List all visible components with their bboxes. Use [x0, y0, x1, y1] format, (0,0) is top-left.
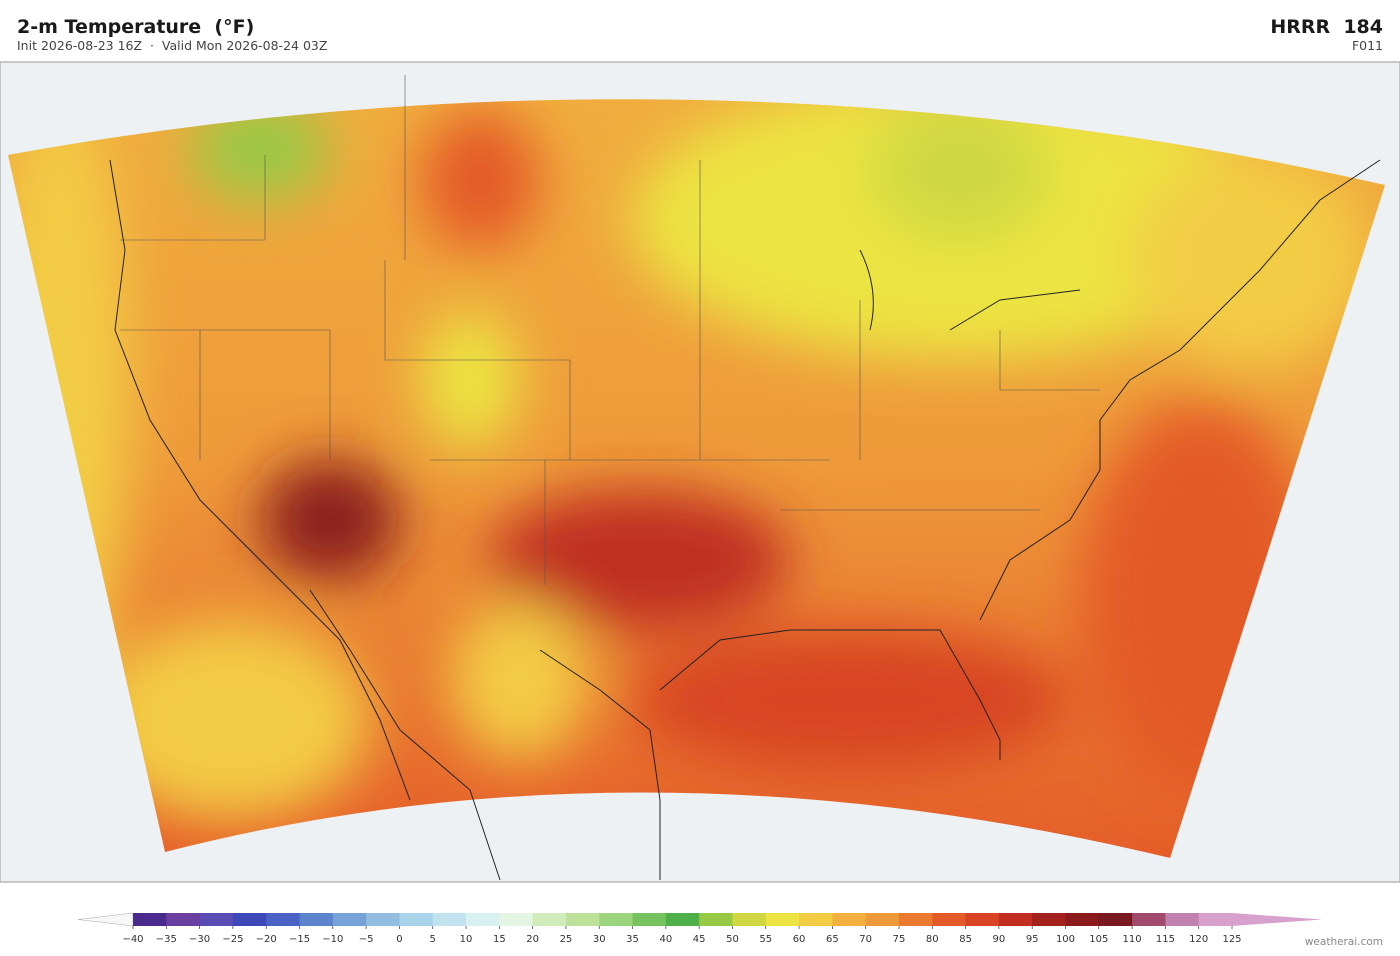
colorbar-bin [632, 913, 667, 926]
colorbar-tick-label: 70 [859, 934, 872, 945]
colorbar-tick-label: −5 [359, 934, 374, 945]
colorbar-bin [898, 913, 933, 926]
map-subtitle: Init 2026-08-23 16Z · Valid Mon 2026-08-… [17, 38, 328, 53]
colorbar-tick-label: 125 [1222, 934, 1241, 945]
colorbar-tick-label: 85 [959, 934, 972, 945]
colorbar-bin [366, 913, 400, 926]
colorbar-bin [1032, 913, 1066, 926]
colorbar-bin [466, 913, 500, 926]
colorbar-bin [532, 913, 567, 926]
colorbar-bin [266, 913, 301, 926]
model-label: HRRR 184 [1270, 16, 1383, 38]
colorbar-bin [299, 913, 334, 926]
colorbar: −40 −35 −30 −25 −20 −15 −10 −5 0 5 10 15 20 25 30 35 40 4… [77, 912, 1322, 945]
colorbar-tick-label: 20 [526, 934, 539, 945]
colorbar-tick-label: 10 [460, 934, 473, 945]
colorbar-bin [665, 913, 700, 926]
colorbar-tick-label: 45 [693, 934, 706, 945]
colorbar-bin [1065, 913, 1100, 926]
colorbar-bin [432, 913, 467, 926]
colorbar-tick-label: 55 [759, 934, 772, 945]
colorbar-tick-label: 35 [626, 934, 639, 945]
colorbar-tick-label: −40 [122, 934, 143, 945]
coastlines [109, 159, 1381, 881]
colorbar-tick-label: 105 [1089, 934, 1108, 945]
colorbar-tick-label: 15 [493, 934, 506, 945]
colorbar-bin [1165, 913, 1200, 926]
colorbar-under [77, 912, 134, 927]
forecast-hour: F011 [1351, 38, 1383, 53]
colorbar-bin [499, 913, 534, 926]
colorbar-tick-label: 40 [659, 934, 672, 945]
colorbar-tick-label: 0 [396, 934, 402, 945]
colorbar-tick-label: −35 [156, 934, 177, 945]
colorbar-bin [932, 913, 967, 926]
colorbar-tick-label: 115 [1156, 934, 1175, 945]
colorbar-bin [765, 913, 800, 926]
colorbar-bin [399, 913, 434, 926]
colorbar-tick-label: 60 [793, 934, 806, 945]
colorbar-bin [332, 913, 367, 926]
colorbar-bin [699, 913, 733, 926]
state-borders [120, 75, 1100, 585]
credit: weatherai.com [1305, 936, 1383, 948]
colorbar-tick-label: 5 [430, 934, 436, 945]
colorbar-tick-label: 65 [826, 934, 839, 945]
colorbar-bin [133, 913, 167, 926]
colorbar-tick-label: 100 [1056, 934, 1075, 945]
colorbar-tick-label: 50 [726, 934, 739, 945]
colorbar-tick-label: 95 [1026, 934, 1039, 945]
colorbar-bin [998, 913, 1033, 926]
colorbar-bin [832, 913, 867, 926]
colorbar-tick-label: −15 [289, 934, 310, 945]
colorbar-tick-label: −10 [322, 934, 343, 945]
colorbar-bin [599, 913, 634, 926]
colorbar-bin [1198, 913, 1233, 926]
colorbar-tick-label: −25 [222, 934, 243, 945]
colorbar-tick-label: −20 [256, 934, 277, 945]
colorbar-tick-label: −30 [189, 934, 210, 945]
colorbar-bin [166, 913, 201, 926]
colorbar-bin [232, 913, 267, 926]
colorbar-tick-label: 75 [893, 934, 906, 945]
colorbar-bin [565, 913, 600, 926]
colorbar-tick-label: 30 [593, 934, 606, 945]
colorbar-bin [965, 913, 1000, 926]
colorbar-tick-label: 25 [560, 934, 573, 945]
colorbar-tick-label: 110 [1123, 934, 1142, 945]
colorbar-bin [799, 913, 833, 926]
colorbar-over [1232, 913, 1322, 926]
colorbar-bin [1098, 913, 1133, 926]
map-title: 2-m Temperature (°F) [17, 16, 255, 38]
colorbar-tick-label: 90 [993, 934, 1006, 945]
colorbar-bin [865, 913, 900, 926]
colorbar-bin [1132, 913, 1166, 926]
colorbar-bin [732, 913, 767, 926]
colorbar-bin [199, 913, 234, 926]
colorbar-tick-label: 80 [926, 934, 939, 945]
colorbar-tick-label: 120 [1189, 934, 1208, 945]
